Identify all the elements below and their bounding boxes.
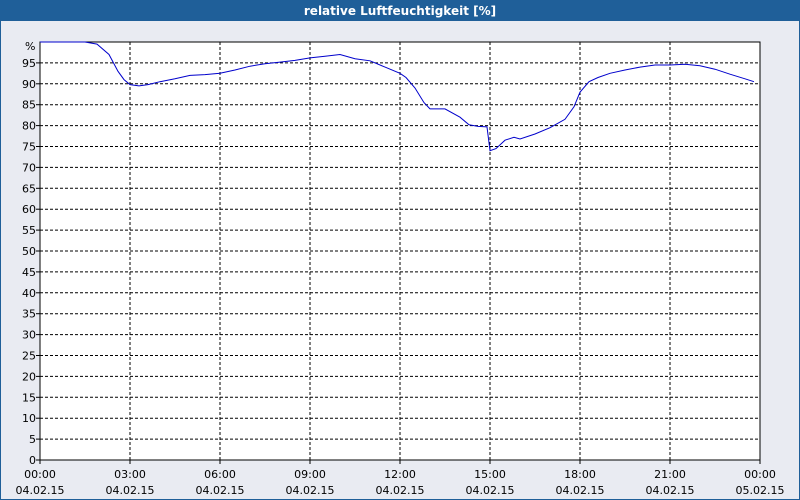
y-tick-label: 85 [22,99,36,112]
y-tick-label: 55 [22,224,36,237]
y-tick-label: 65 [22,182,36,195]
x-axis: 00:00 04.02.15 03:00 04.02.15 06:00 04.02.15 0… [16,460,785,497]
y-tick-label: 15 [22,391,36,404]
x-tick-time-label: 21:00 [654,468,686,481]
x-tick-date-label: 04.02.15 [196,484,245,497]
x-tick-time-label: 18:00 [564,468,596,481]
y-axis: 0 5 10 15 20 25 30 35 40 45 50 55 60 65 70 75 80 85 90 95 [22,57,40,467]
y-tick-label: 50 [22,245,36,258]
x-tick-date-label: 05.02.15 [736,484,785,497]
x-tick-time-label: 15:00 [474,468,506,481]
x-tick-time-label: 00:00 [744,468,776,481]
x-tick-time-label: 03:00 [114,468,146,481]
y-tick-label: 30 [22,329,36,342]
y-tick-label: 75 [22,141,36,154]
y-tick-label: 20 [22,370,36,383]
x-tick-date-label: 04.02.15 [106,484,155,497]
x-tick-date-label: 04.02.15 [556,484,605,497]
y-tick-label: 70 [22,161,36,174]
y-tick-label: 90 [22,78,36,91]
x-tick-date-label: 04.02.15 [16,484,65,497]
chart-title: relative Luftfeuchtigkeit [%] [1,1,799,21]
x-tick-date-label: 04.02.15 [376,484,425,497]
y-tick-label: 45 [22,266,36,279]
y-tick-label: 60 [22,203,36,216]
y-tick-label: 40 [22,287,36,300]
x-tick-time-label: 09:00 [294,468,326,481]
grid [40,42,760,460]
y-tick-label: 80 [22,120,36,133]
y-tick-label: 5 [29,433,36,446]
y-tick-label: 0 [29,454,36,467]
x-tick-time-label: 00:00 [24,468,56,481]
y-tick-label: 95 [22,57,36,70]
x-tick-date-label: 04.02.15 [286,484,335,497]
series-layer [40,41,755,152]
y-tick-label: 35 [22,308,36,321]
x-tick-date-label: 04.02.15 [646,484,695,497]
humidity-series-line [40,41,755,152]
y-tick-label: 10 [22,412,36,425]
x-tick-date-label: 04.02.15 [466,484,515,497]
y-tick-label: 25 [22,350,36,363]
x-tick-time-label: 06:00 [204,468,236,481]
x-tick-time-label: 12:00 [384,468,416,481]
y-axis-label: % [25,40,35,53]
